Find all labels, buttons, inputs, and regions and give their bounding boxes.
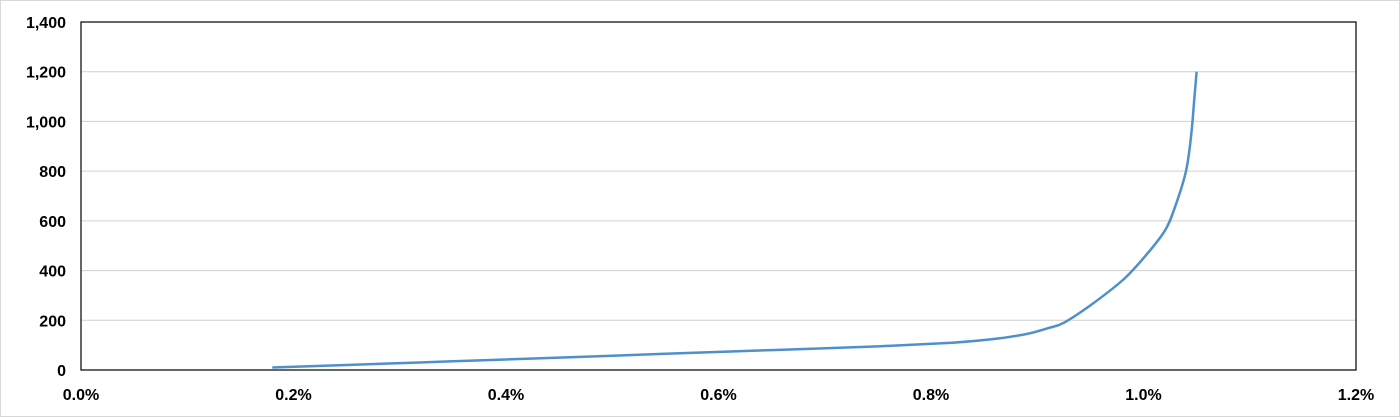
y-tick-label: 400	[39, 264, 66, 281]
plot-area-border	[80, 21, 1357, 371]
y-tick-label: 1,400	[26, 15, 66, 32]
x-tick-label: 1.0%	[1125, 387, 1161, 404]
series-group	[272, 71, 1198, 369]
series-line	[272, 71, 1198, 369]
x-tick-label: 0.0%	[63, 387, 99, 404]
x-axis-tick-labels: 0.0% 0.2% 0.4% 0.6% 0.8% 1.0% 1.2%	[63, 387, 1374, 404]
x-tick-label: 0.2%	[275, 387, 311, 404]
y-tick-label: 1,200	[26, 65, 66, 82]
y-tick-label: 1,000	[26, 114, 66, 131]
gridlines	[81, 71, 1356, 321]
y-tick-label: 800	[39, 164, 66, 181]
y-tick-label: 200	[39, 313, 66, 330]
y-tick-label: 0	[57, 363, 66, 380]
x-tick-label: 0.6%	[700, 387, 736, 404]
x-tick-label: 0.4%	[488, 387, 524, 404]
y-tick-label: 600	[39, 214, 66, 231]
x-tick-label: 0.8%	[913, 387, 949, 404]
y-axis-tick-labels: 0 200 400 600 800 1,000 1,200 1,400	[26, 15, 66, 380]
x-tick-label: 1.2%	[1338, 387, 1374, 404]
